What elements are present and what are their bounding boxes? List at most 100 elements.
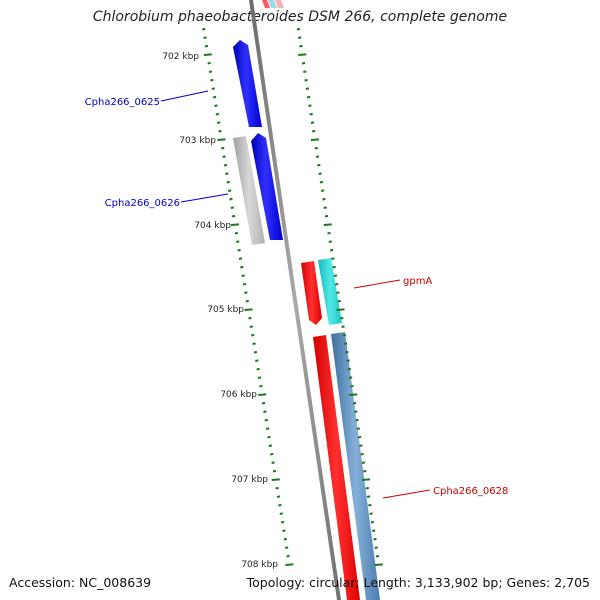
minor-tick bbox=[324, 214, 329, 218]
minor-tick bbox=[363, 469, 367, 473]
scale-label-706: 706 kbp bbox=[220, 390, 257, 400]
minor-tick bbox=[283, 537, 288, 541]
scale-label-707: 707 kbp bbox=[231, 475, 268, 485]
minor-tick bbox=[314, 146, 318, 150]
minor-tick bbox=[279, 512, 283, 515]
minor-tick bbox=[221, 146, 225, 150]
major-tick bbox=[374, 563, 383, 566]
minor-tick bbox=[255, 359, 259, 362]
gene-label-cpha266-0625[interactable]: Cpha266_0625 bbox=[85, 97, 160, 108]
minor-tick bbox=[298, 36, 302, 39]
minor-tick bbox=[323, 206, 327, 209]
minor-tick bbox=[342, 333, 347, 337]
minor-tick bbox=[237, 248, 241, 252]
minor-tick bbox=[340, 316, 344, 320]
minor-tick bbox=[334, 282, 339, 286]
minor-tick bbox=[333, 274, 338, 277]
scale-label-704: 704 kbp bbox=[194, 221, 231, 231]
gene-label-cpha266-0626[interactable]: Cpha266_0626 bbox=[105, 198, 180, 209]
minor-tick bbox=[331, 257, 335, 260]
minor-tick bbox=[356, 427, 361, 430]
scale-label-708: 708 kbp bbox=[241, 560, 278, 570]
minor-tick bbox=[350, 384, 354, 388]
scale-label-702: 702 kbp bbox=[162, 52, 199, 62]
accession-text: Accession: NC_008639 bbox=[9, 575, 152, 590]
minor-tick bbox=[218, 129, 222, 133]
major-tick bbox=[323, 223, 332, 226]
minor-tick bbox=[214, 104, 218, 107]
minor-tick bbox=[223, 163, 228, 167]
major-tick bbox=[336, 308, 345, 311]
minor-tick bbox=[303, 70, 307, 73]
minor-tick bbox=[312, 129, 316, 133]
minor-tick bbox=[373, 537, 377, 541]
minor-tick bbox=[229, 197, 233, 201]
minor-tick bbox=[215, 112, 220, 116]
minor-tick bbox=[236, 240, 240, 243]
minor-tick bbox=[261, 401, 266, 405]
minor-tick bbox=[329, 248, 334, 252]
leader-line-cpha266-0625 bbox=[160, 90, 209, 102]
gene-steel-feature[interactable] bbox=[331, 332, 380, 600]
major-tick bbox=[244, 308, 253, 311]
minor-tick bbox=[343, 342, 348, 345]
minor-tick bbox=[230, 206, 234, 209]
gene-cyan-feature[interactable] bbox=[318, 258, 342, 325]
gene-cpha266-0628[interactable] bbox=[313, 335, 360, 600]
minor-tick bbox=[349, 376, 353, 379]
minor-tick bbox=[306, 95, 311, 99]
minor-tick bbox=[238, 257, 243, 260]
minor-tick bbox=[227, 189, 232, 192]
minor-tick bbox=[360, 452, 364, 456]
scale-labels: 702 kbp 703 kbp 704 kbp 705 kbp 706 kbp … bbox=[162, 52, 278, 570]
map-title: Chlorobium phaeobacteroides DSM 266, com… bbox=[92, 9, 508, 25]
gene-gpma[interactable] bbox=[301, 261, 322, 325]
minor-tick bbox=[264, 418, 268, 422]
minor-tick bbox=[337, 299, 341, 303]
gene-cpha266-0626[interactable] bbox=[251, 133, 283, 240]
minor-tick bbox=[315, 155, 320, 158]
gene-label-gpma[interactable]: gpmA bbox=[403, 276, 432, 287]
minor-tick bbox=[357, 435, 362, 439]
minor-tick bbox=[241, 274, 245, 277]
gene-feature bbox=[268, 0, 277, 8]
major-tick bbox=[349, 393, 358, 396]
genome-backbone bbox=[249, 0, 341, 600]
minor-tick bbox=[208, 70, 213, 73]
minor-tick bbox=[369, 512, 373, 515]
minor-tick bbox=[240, 265, 244, 269]
minor-tick bbox=[352, 401, 357, 405]
leader-line-cpha266-0626 bbox=[180, 193, 229, 203]
scale-ticks bbox=[202, 27, 383, 566]
minor-tick bbox=[270, 452, 274, 456]
minor-tick bbox=[210, 78, 214, 82]
minor-tick bbox=[231, 214, 236, 218]
minor-tick bbox=[252, 342, 256, 345]
minor-tick bbox=[204, 44, 209, 48]
minor-tick bbox=[304, 78, 308, 82]
minor-tick bbox=[318, 172, 322, 175]
minor-tick bbox=[354, 410, 358, 413]
minor-tick bbox=[368, 503, 372, 507]
minor-tick bbox=[203, 36, 207, 39]
major-tick bbox=[203, 53, 212, 56]
minor-tick bbox=[355, 418, 359, 422]
gene-grey-feature[interactable] bbox=[233, 136, 265, 245]
minor-tick bbox=[345, 350, 349, 354]
major-tick bbox=[217, 138, 226, 141]
gene-cpha266-0625[interactable] bbox=[233, 40, 262, 127]
minor-tick bbox=[347, 367, 352, 371]
minor-tick bbox=[370, 520, 375, 524]
gene-label-cpha266-0628[interactable]: Cpha266_0628 bbox=[433, 486, 508, 497]
minor-tick bbox=[207, 61, 211, 65]
minor-tick bbox=[301, 61, 306, 65]
minor-tick bbox=[361, 461, 366, 464]
minor-tick bbox=[305, 87, 310, 90]
minor-tick bbox=[320, 189, 325, 192]
minor-tick bbox=[267, 435, 271, 439]
minor-tick bbox=[253, 350, 258, 354]
minor-tick bbox=[212, 95, 217, 99]
minor-tick bbox=[278, 503, 282, 507]
minor-tick bbox=[256, 367, 260, 371]
